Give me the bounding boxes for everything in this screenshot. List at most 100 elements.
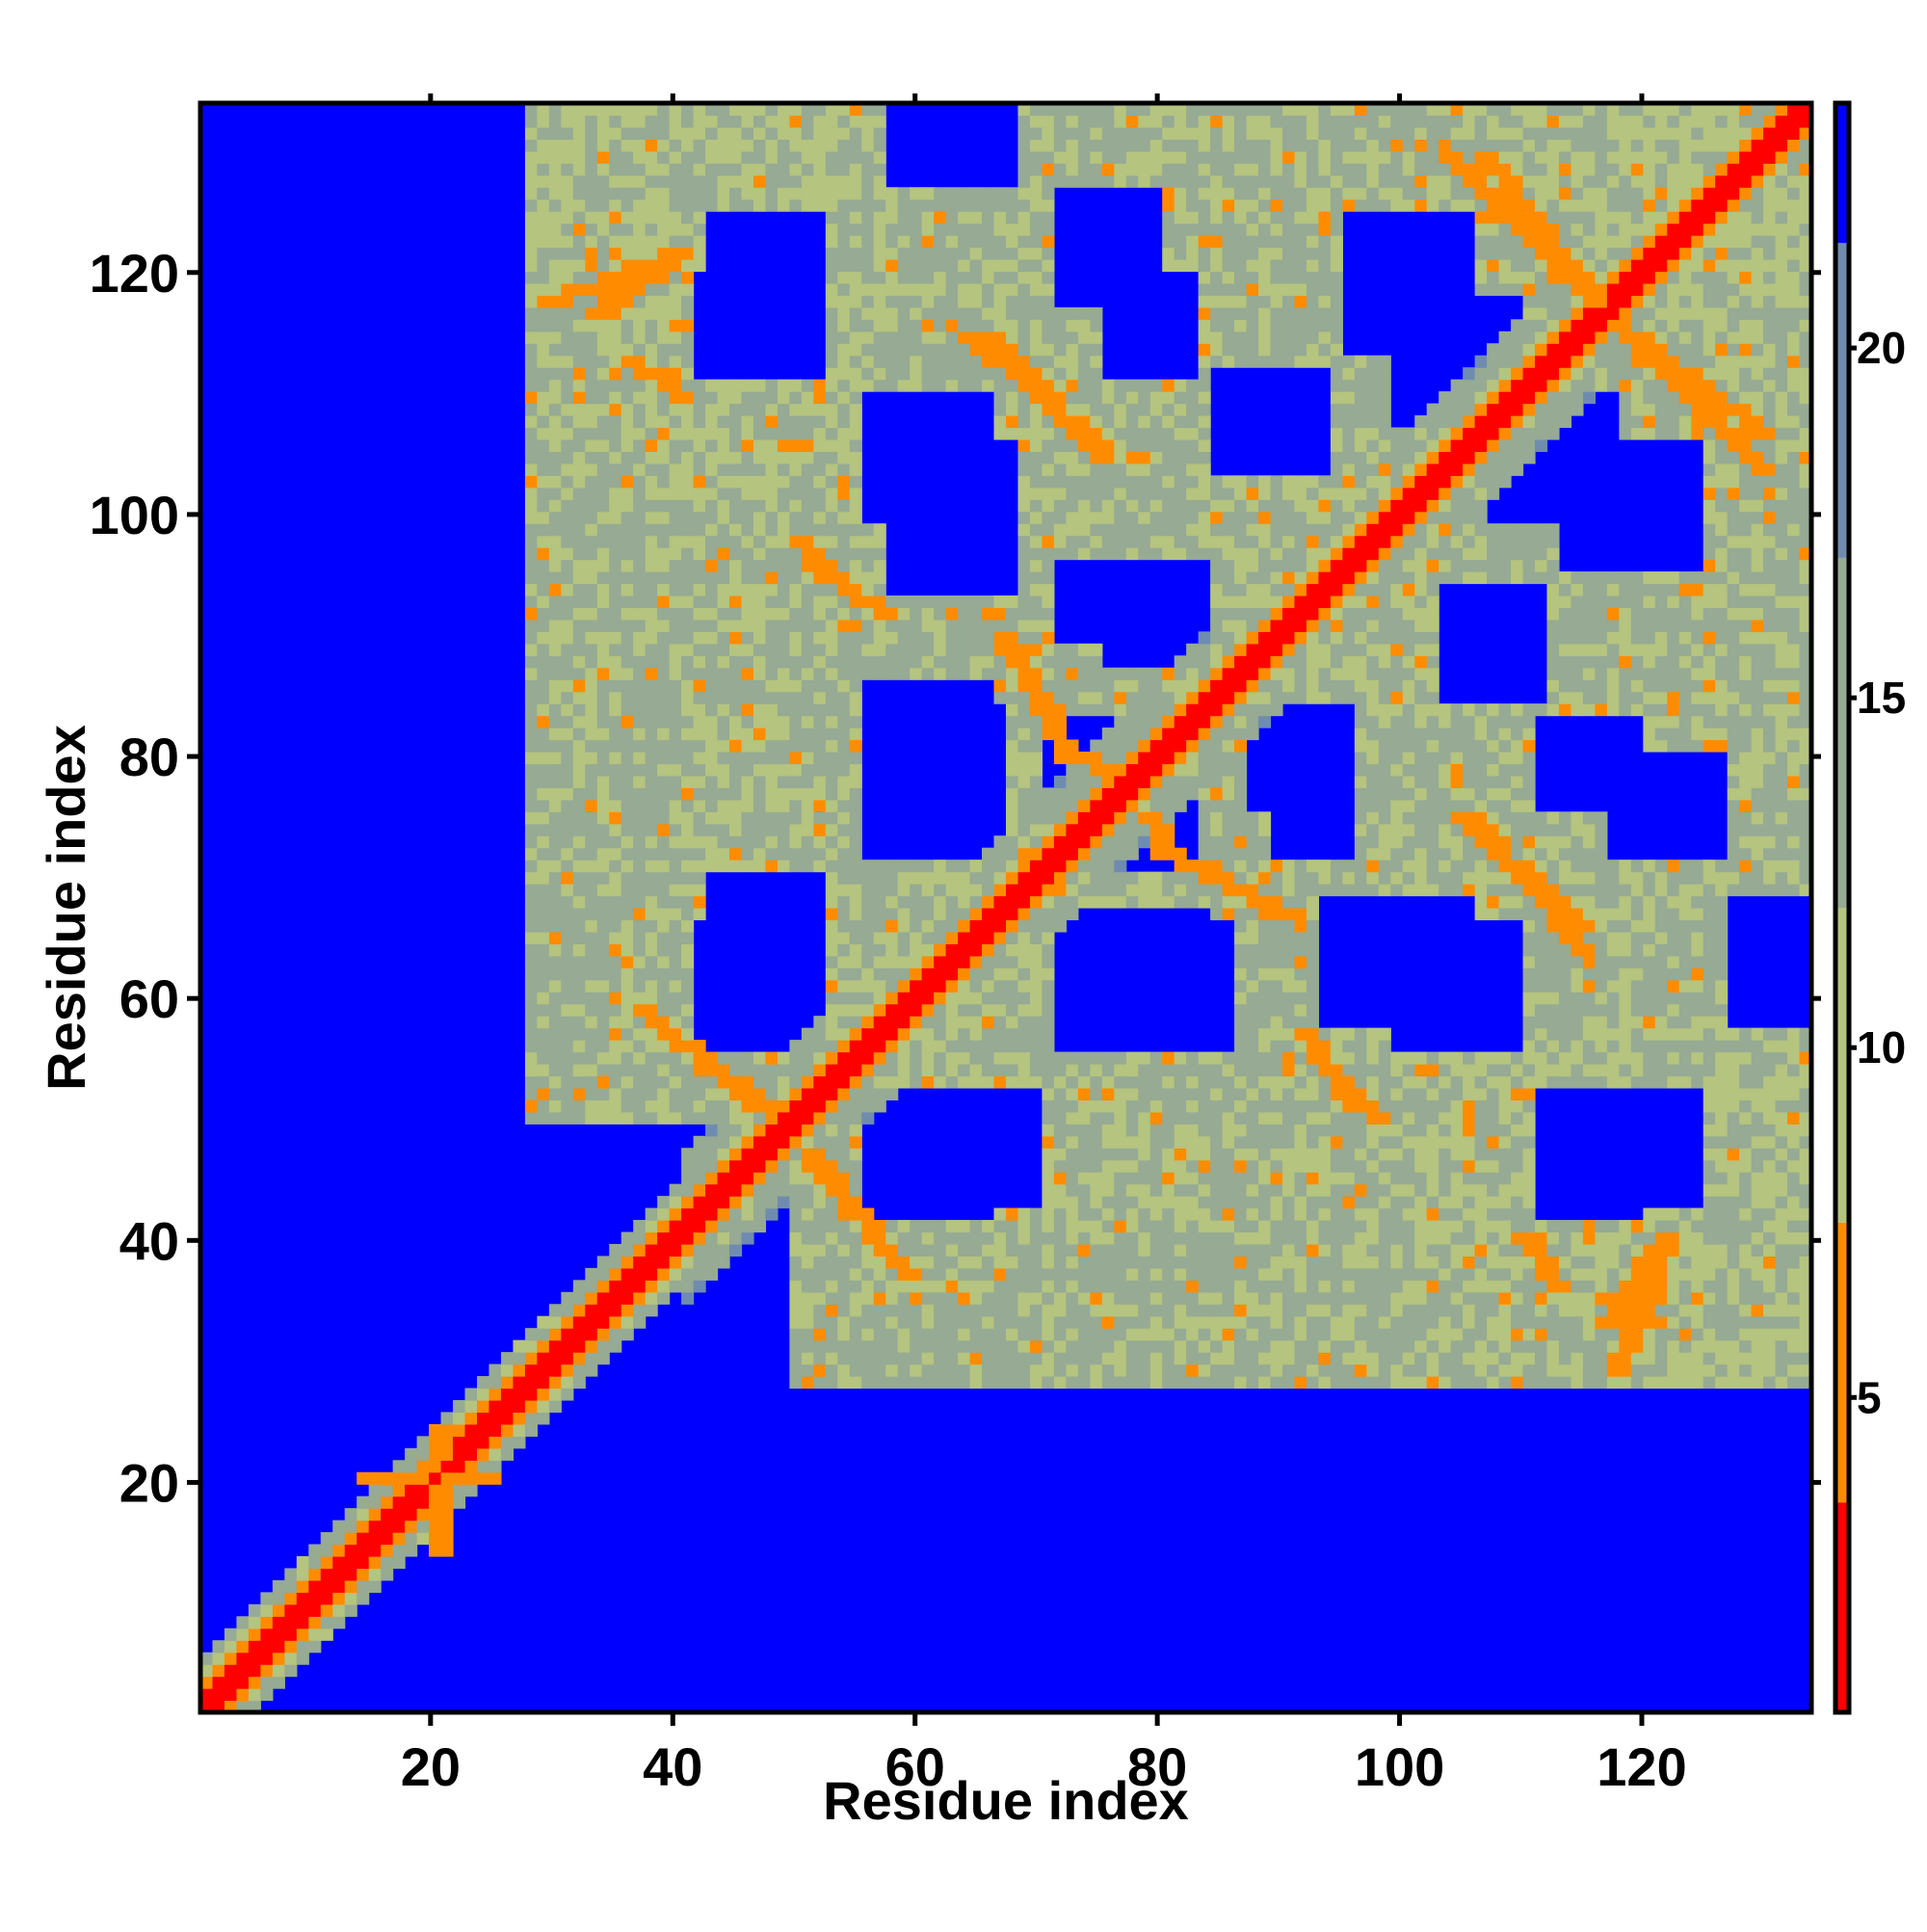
heatmap-cell <box>1029 1267 1043 1281</box>
heatmap-cell <box>910 1075 923 1089</box>
heatmap-cell <box>1017 1003 1031 1017</box>
heatmap-cell <box>1474 715 1488 728</box>
heatmap-cell <box>1439 1075 1452 1089</box>
heatmap-cell <box>1125 1376 1139 1389</box>
heatmap-cell <box>1727 1352 1740 1365</box>
heatmap-cell <box>825 943 838 957</box>
heatmap-cell <box>777 728 791 741</box>
heatmap-cell <box>1042 703 1055 717</box>
heatmap-cell <box>1606 1280 1620 1293</box>
heatmap-cell <box>1330 884 1343 897</box>
heatmap-cell <box>729 751 743 765</box>
heatmap-cell <box>1270 1135 1283 1149</box>
heatmap-cell <box>752 1196 767 1209</box>
heatmap-cell <box>1558 1064 1572 1077</box>
heatmap-cell <box>572 1352 586 1365</box>
heatmap-cell <box>1354 775 1367 788</box>
heatmap-cell <box>861 1376 875 1389</box>
heatmap-cell <box>825 1376 838 1389</box>
heatmap-cell <box>669 835 682 849</box>
heatmap-cell <box>1234 871 1248 885</box>
heatmap-cell <box>1739 1220 1753 1233</box>
heatmap-cell <box>705 799 719 812</box>
heatmap-cell <box>1354 691 1367 704</box>
heatmap-cell <box>1017 1231 1031 1245</box>
heatmap-cell <box>1246 943 1259 957</box>
heatmap-cell <box>1402 860 1415 873</box>
heatmap-cell <box>910 1363 923 1377</box>
heatmap-cell <box>620 1256 634 1269</box>
heatmap-cell <box>1101 1099 1115 1113</box>
heatmap-cell <box>1222 811 1235 825</box>
heatmap-cell <box>1234 992 1248 1005</box>
heatmap-cell <box>1222 1291 1235 1305</box>
heatmap-cell <box>1606 691 1620 704</box>
heatmap-cell <box>705 1183 719 1197</box>
heatmap-cell <box>1281 860 1296 873</box>
heatmap-cell <box>1751 860 1764 873</box>
heatmap-cell <box>1678 1352 1692 1365</box>
heatmap-cell <box>1017 751 1031 765</box>
heatmap-cell <box>1439 884 1452 897</box>
heatmap-cell <box>1366 871 1380 885</box>
heatmap-cell <box>1342 1172 1356 1185</box>
heatmap-cell <box>752 1124 767 1137</box>
heatmap-cell <box>1281 1291 1296 1305</box>
heatmap-cell <box>1426 884 1439 897</box>
heatmap-cell <box>620 967 634 981</box>
heatmap-cell <box>488 1447 502 1461</box>
heatmap-cell <box>1739 1352 1753 1365</box>
heatmap-cell <box>1498 908 1512 921</box>
heatmap-cell <box>837 1231 851 1245</box>
heatmap-cell <box>1474 799 1488 812</box>
heatmap-cell <box>1426 1183 1439 1197</box>
heatmap-cell <box>1162 1231 1175 1245</box>
heatmap-cell <box>1270 1315 1283 1329</box>
heatmap-cell <box>885 1267 899 1281</box>
heatmap-cell <box>1198 1135 1211 1149</box>
heatmap-cell <box>1366 1328 1380 1341</box>
heatmap-cell <box>705 1172 719 1185</box>
heatmap-cell <box>1582 895 1597 909</box>
heatmap-cell <box>645 799 658 812</box>
heatmap-cell <box>1751 728 1764 741</box>
heatmap-cell <box>1763 728 1777 741</box>
heatmap-cell <box>609 1087 622 1100</box>
heatmap-cell <box>1390 1304 1404 1317</box>
heatmap-cell <box>969 860 983 873</box>
heatmap-cell <box>1595 919 1608 933</box>
heatmap-cell <box>1390 1231 1404 1245</box>
heatmap-cell <box>1739 1328 1753 1341</box>
heatmap-cell <box>1390 1363 1404 1377</box>
heatmap-cell <box>1366 1183 1380 1197</box>
heatmap-cell <box>645 908 658 921</box>
heatmap-cell <box>777 1051 791 1065</box>
heatmap-cell <box>681 1003 695 1017</box>
heatmap-cell <box>1366 1352 1380 1365</box>
heatmap-cell <box>669 1280 682 1293</box>
heatmap-cell <box>1162 1135 1175 1149</box>
heatmap-cell <box>1402 1087 1415 1100</box>
heatmap-cell <box>945 1064 959 1077</box>
heatmap-cell <box>537 955 550 968</box>
heatmap-cell <box>1077 763 1091 777</box>
heatmap-cell <box>958 1328 971 1341</box>
heatmap-cell <box>524 860 538 873</box>
heatmap-cell <box>1246 715 1259 728</box>
heatmap-cell <box>524 955 538 968</box>
heatmap-cell <box>1511 1328 1524 1341</box>
heatmap-cell <box>1667 943 1680 957</box>
heatmap-cell <box>1090 1087 1103 1100</box>
heatmap-cell <box>1450 1376 1464 1389</box>
heatmap-cell <box>741 1172 754 1185</box>
heatmap-cell <box>1318 1256 1332 1269</box>
heatmap-cell <box>1522 703 1536 717</box>
heatmap-cell <box>548 992 562 1005</box>
heatmap-cell <box>596 1256 610 1269</box>
heatmap-cell <box>934 1075 947 1089</box>
heatmap-cell <box>1450 1328 1464 1341</box>
heatmap-cell <box>849 1220 862 1233</box>
heatmap-cell <box>1595 1291 1608 1305</box>
heatmap-cell <box>993 1220 1007 1233</box>
heatmap-cell <box>453 1471 466 1485</box>
